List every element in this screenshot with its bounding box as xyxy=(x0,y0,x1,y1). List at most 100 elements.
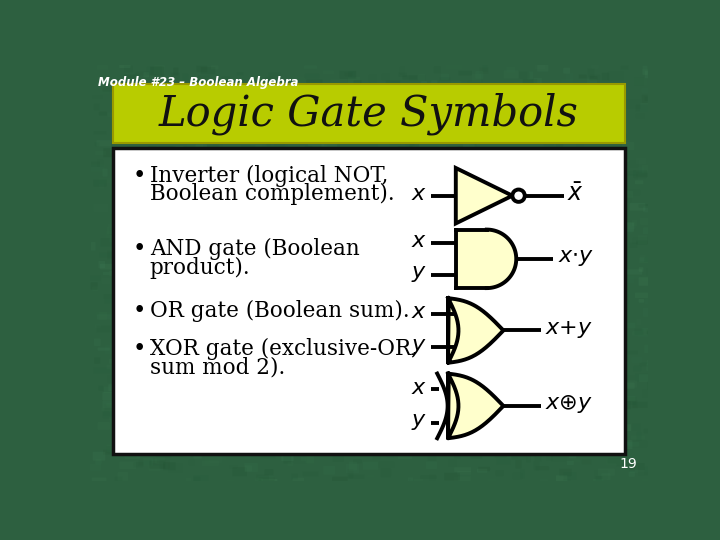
FancyBboxPatch shape xyxy=(296,241,311,247)
FancyBboxPatch shape xyxy=(379,303,395,309)
FancyBboxPatch shape xyxy=(567,326,576,334)
FancyBboxPatch shape xyxy=(561,79,573,86)
FancyBboxPatch shape xyxy=(305,146,312,153)
FancyBboxPatch shape xyxy=(247,298,262,306)
FancyBboxPatch shape xyxy=(590,75,600,80)
FancyBboxPatch shape xyxy=(513,117,528,126)
FancyBboxPatch shape xyxy=(121,341,130,349)
FancyBboxPatch shape xyxy=(345,72,352,76)
FancyBboxPatch shape xyxy=(532,387,539,393)
FancyBboxPatch shape xyxy=(276,432,287,440)
Polygon shape xyxy=(456,230,516,288)
FancyBboxPatch shape xyxy=(252,165,267,171)
FancyBboxPatch shape xyxy=(341,217,347,222)
FancyBboxPatch shape xyxy=(374,259,383,266)
FancyBboxPatch shape xyxy=(297,83,311,89)
FancyBboxPatch shape xyxy=(463,246,478,253)
FancyBboxPatch shape xyxy=(145,281,158,286)
FancyBboxPatch shape xyxy=(433,385,444,394)
FancyBboxPatch shape xyxy=(174,280,185,288)
FancyBboxPatch shape xyxy=(525,414,533,419)
FancyBboxPatch shape xyxy=(470,452,482,459)
FancyBboxPatch shape xyxy=(202,355,215,359)
FancyBboxPatch shape xyxy=(399,169,410,172)
FancyBboxPatch shape xyxy=(611,323,622,330)
FancyBboxPatch shape xyxy=(630,463,644,470)
FancyBboxPatch shape xyxy=(461,326,477,334)
FancyBboxPatch shape xyxy=(294,327,305,336)
FancyBboxPatch shape xyxy=(352,299,366,306)
FancyBboxPatch shape xyxy=(609,228,618,237)
FancyBboxPatch shape xyxy=(629,471,635,477)
FancyBboxPatch shape xyxy=(604,199,612,205)
FancyBboxPatch shape xyxy=(293,316,301,320)
FancyBboxPatch shape xyxy=(631,435,645,440)
FancyBboxPatch shape xyxy=(244,450,251,459)
FancyBboxPatch shape xyxy=(446,153,455,158)
FancyBboxPatch shape xyxy=(508,186,524,194)
FancyBboxPatch shape xyxy=(136,91,142,98)
FancyBboxPatch shape xyxy=(388,156,403,163)
FancyBboxPatch shape xyxy=(171,211,181,217)
FancyBboxPatch shape xyxy=(489,368,503,372)
FancyBboxPatch shape xyxy=(410,214,423,219)
FancyBboxPatch shape xyxy=(624,171,636,176)
FancyBboxPatch shape xyxy=(225,189,235,195)
FancyBboxPatch shape xyxy=(298,335,304,338)
FancyBboxPatch shape xyxy=(327,253,332,260)
FancyBboxPatch shape xyxy=(629,242,637,248)
FancyBboxPatch shape xyxy=(211,65,218,70)
FancyBboxPatch shape xyxy=(618,222,634,232)
FancyBboxPatch shape xyxy=(456,335,472,344)
FancyBboxPatch shape xyxy=(456,408,466,415)
FancyBboxPatch shape xyxy=(314,298,328,304)
FancyBboxPatch shape xyxy=(288,167,305,175)
FancyBboxPatch shape xyxy=(553,384,563,388)
FancyBboxPatch shape xyxy=(333,205,341,212)
FancyBboxPatch shape xyxy=(181,309,189,317)
FancyBboxPatch shape xyxy=(428,365,444,370)
FancyBboxPatch shape xyxy=(356,160,373,167)
FancyBboxPatch shape xyxy=(125,454,140,458)
FancyBboxPatch shape xyxy=(479,362,490,370)
FancyBboxPatch shape xyxy=(370,226,381,232)
FancyBboxPatch shape xyxy=(606,198,616,205)
FancyBboxPatch shape xyxy=(483,190,499,193)
FancyBboxPatch shape xyxy=(267,144,284,149)
FancyBboxPatch shape xyxy=(320,109,336,113)
FancyBboxPatch shape xyxy=(181,262,194,267)
FancyBboxPatch shape xyxy=(127,86,132,92)
Text: •: • xyxy=(132,238,146,260)
FancyBboxPatch shape xyxy=(482,292,497,298)
FancyBboxPatch shape xyxy=(156,327,169,333)
FancyBboxPatch shape xyxy=(233,424,247,433)
FancyBboxPatch shape xyxy=(428,454,436,461)
FancyBboxPatch shape xyxy=(577,264,593,272)
FancyBboxPatch shape xyxy=(608,458,616,463)
FancyBboxPatch shape xyxy=(112,159,127,165)
Polygon shape xyxy=(456,168,513,224)
FancyBboxPatch shape xyxy=(192,416,204,422)
FancyBboxPatch shape xyxy=(232,324,240,333)
FancyBboxPatch shape xyxy=(606,264,613,268)
FancyBboxPatch shape xyxy=(584,447,595,453)
FancyBboxPatch shape xyxy=(397,453,412,460)
FancyBboxPatch shape xyxy=(125,198,141,206)
FancyBboxPatch shape xyxy=(211,427,223,431)
Text: Logic Gate Symbols: Logic Gate Symbols xyxy=(159,92,579,134)
FancyBboxPatch shape xyxy=(306,116,320,123)
FancyBboxPatch shape xyxy=(521,398,526,404)
FancyBboxPatch shape xyxy=(372,353,384,357)
FancyBboxPatch shape xyxy=(335,153,351,162)
FancyBboxPatch shape xyxy=(372,266,384,272)
FancyBboxPatch shape xyxy=(198,234,209,243)
FancyBboxPatch shape xyxy=(475,71,483,79)
FancyBboxPatch shape xyxy=(458,378,463,384)
FancyBboxPatch shape xyxy=(499,344,508,352)
FancyBboxPatch shape xyxy=(154,65,165,74)
FancyBboxPatch shape xyxy=(281,85,289,93)
FancyBboxPatch shape xyxy=(554,399,563,403)
FancyBboxPatch shape xyxy=(102,168,107,177)
FancyBboxPatch shape xyxy=(241,174,253,182)
FancyBboxPatch shape xyxy=(326,179,335,185)
